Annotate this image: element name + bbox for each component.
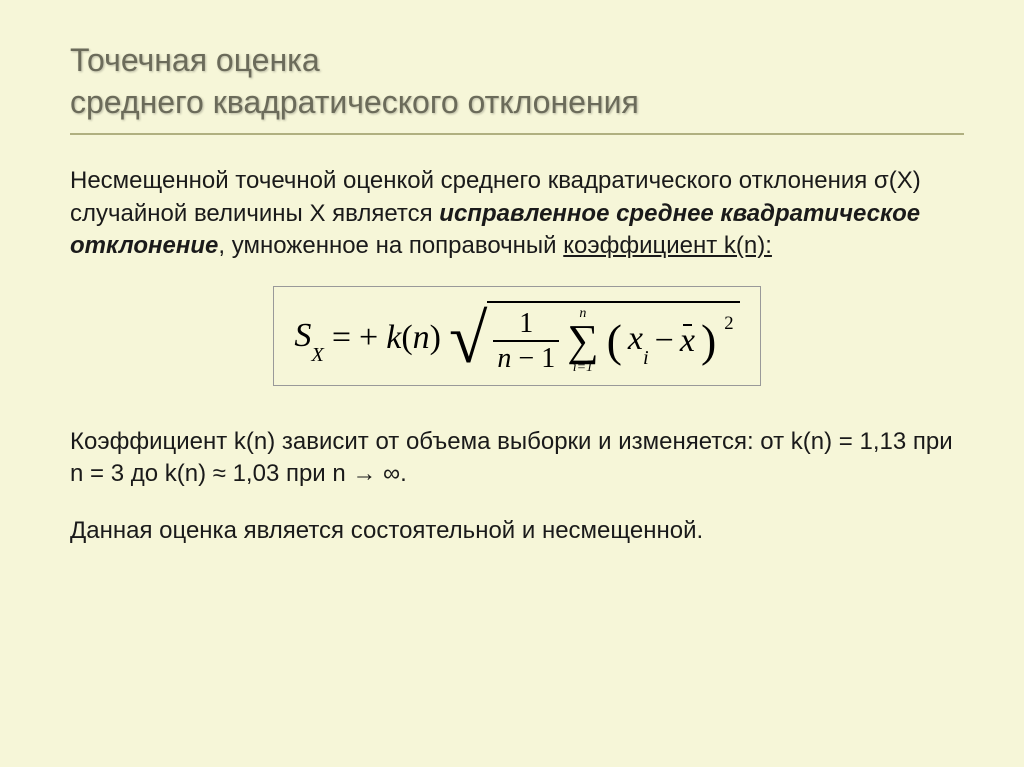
title-line-2: среднего квадратического отклонения <box>70 84 639 120</box>
term-xi: xi <box>628 320 649 363</box>
slide-root: Точечная оценка среднего квадратического… <box>0 0 1024 767</box>
fraction: 1 n − 1 <box>493 309 559 374</box>
radical-sign: √ <box>449 319 487 361</box>
final-paragraph: Данная оценка является состоятельной и н… <box>70 515 964 547</box>
formula-container: SX = + k(n) √ 1 n − <box>70 286 964 386</box>
title-line-1: Точечная оценка <box>70 42 320 78</box>
coefficient-paragraph: Коэффициент k(n) зависит от объема выбор… <box>70 426 964 491</box>
slide-title: Точечная оценка среднего квадратического… <box>70 40 964 123</box>
formula-kn: k(n) <box>386 319 441 357</box>
xbar: x <box>680 322 695 360</box>
sym-equals: = <box>332 319 351 357</box>
den-1: 1 <box>541 343 555 374</box>
sym-S: S <box>294 317 311 354</box>
sum-lower: i=1 <box>573 361 593 375</box>
sum-block: n ∑ i=1 <box>567 307 598 375</box>
formula: SX = + k(n) √ 1 n − <box>294 301 739 375</box>
sym-i-sub: i <box>643 347 649 369</box>
sym-k: k <box>386 319 401 356</box>
intro-underlined: коэффициент k(n): <box>563 232 772 259</box>
sym-n: n <box>413 319 430 356</box>
intro-paragraph: Несмещенной точечной оценкой среднего кв… <box>70 165 964 262</box>
frac-den: n − 1 <box>493 344 559 373</box>
formula-lhs: SX <box>294 317 323 360</box>
formula-box: SX = + k(n) √ 1 n − <box>273 286 760 386</box>
sqrt-block: √ 1 n − 1 n ∑ <box>449 301 740 375</box>
den-minus: − <box>518 343 534 374</box>
den-n: n <box>497 343 511 374</box>
sqrt-body: 1 n − 1 n ∑ i=1 <box>487 301 739 375</box>
sym-minus: − <box>655 322 674 360</box>
sym-X-sub: X <box>311 344 323 366</box>
frac-num: 1 <box>515 309 537 338</box>
title-divider <box>70 133 964 135</box>
sym-xbar: x <box>680 322 695 359</box>
frac-bar <box>493 340 559 342</box>
rparen: ) <box>701 323 716 360</box>
sym-x: x <box>628 320 643 357</box>
sym-square: 2 <box>724 313 733 335</box>
intro-text-2: , умноженное на поправочный <box>218 232 563 259</box>
sym-plus: + <box>359 319 378 357</box>
lparen: ( <box>607 323 622 360</box>
sigma-icon: ∑ <box>567 321 598 361</box>
